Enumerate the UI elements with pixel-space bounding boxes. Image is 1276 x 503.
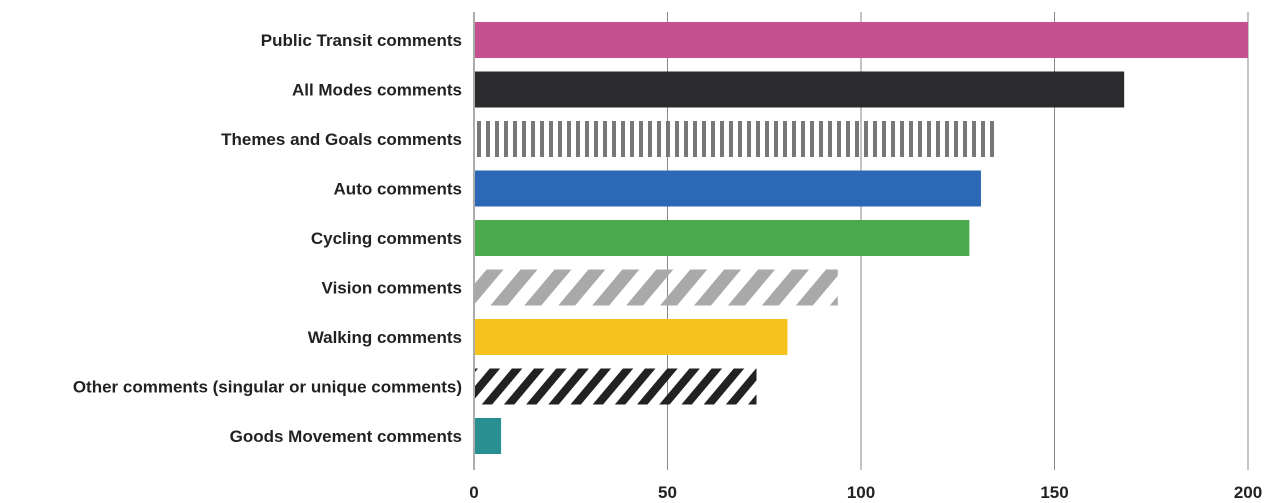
- bar-public-transit-comments: [475, 22, 1248, 58]
- bar-auto-comments: [475, 170, 981, 207]
- category-label-vision-comments: Vision comments: [322, 279, 462, 298]
- x-tick-label-0: 0: [469, 483, 478, 502]
- category-label-public-transit-comments: Public Transit comments: [261, 31, 462, 50]
- x-axis-tick-labels: 0 50 100 150 200: [469, 483, 1262, 502]
- bar-other-comments-singular-or-unique-comments: [475, 368, 757, 405]
- x-tick-label-50: 50: [658, 483, 677, 502]
- x-tick-label-150: 150: [1040, 483, 1068, 502]
- category-label-other-comments-singular-or-unique-comments: Other comments (singular or unique comme…: [73, 378, 462, 397]
- bar-walking-comments: [475, 319, 788, 355]
- category-label-themes-and-goals-comments: Themes and Goals comments: [221, 130, 462, 149]
- category-label-walking-comments: Walking comments: [308, 328, 462, 347]
- category-label-goods-movement-comments: Goods Movement comments: [230, 427, 462, 446]
- bar-cycling-comments: [475, 220, 970, 256]
- bar-vision-comments: [475, 269, 838, 306]
- bars: [475, 22, 1248, 454]
- x-tick-label-100: 100: [847, 483, 875, 502]
- bar-themes-and-goals-comments: [475, 121, 997, 157]
- bar-goods-movement-comments: [475, 418, 502, 454]
- category-labels: Public Transit comments All Modes comment…: [73, 31, 462, 446]
- category-label-all-modes-comments: All Modes comments: [292, 81, 462, 100]
- category-label-cycling-comments: Cycling comments: [311, 229, 462, 248]
- x-tick-label-200: 200: [1234, 483, 1262, 502]
- bar-all-modes-comments: [475, 71, 1125, 108]
- category-label-auto-comments: Auto comments: [334, 180, 462, 199]
